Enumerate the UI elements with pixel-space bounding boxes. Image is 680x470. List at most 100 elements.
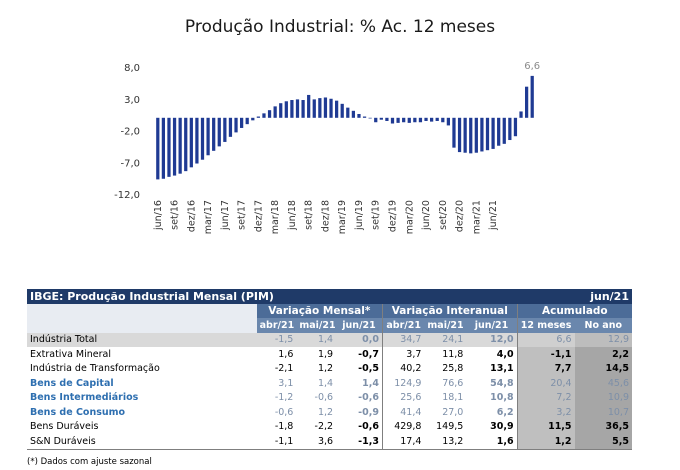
subheader-cell: mai/21 bbox=[296, 318, 337, 333]
row-label: Bens Duráveis bbox=[30, 421, 99, 433]
chart-bar bbox=[474, 117, 478, 153]
table-cell: 17,4 bbox=[381, 434, 425, 450]
chart-bar bbox=[301, 100, 305, 118]
chart-bar bbox=[480, 117, 484, 152]
row-label: Indústria Total bbox=[27, 332, 257, 347]
chart-bar bbox=[172, 117, 177, 176]
table-cell: 12,0 bbox=[466, 332, 518, 347]
x-tick-label: mar/17 bbox=[203, 200, 214, 234]
x-tick-label: mar/20 bbox=[404, 200, 415, 234]
table-cell: -1,5 bbox=[256, 332, 297, 347]
table-period: jun/21 bbox=[466, 289, 632, 304]
table-cell: 1,9 bbox=[317, 348, 334, 360]
chart-bar bbox=[463, 117, 467, 153]
table-cell: 13,2 bbox=[424, 434, 467, 450]
y-tick-label: 3,0 bbox=[124, 95, 140, 106]
table-cell: -0,6 bbox=[314, 392, 334, 404]
chart-bar bbox=[156, 117, 160, 180]
chart-bar bbox=[189, 117, 193, 168]
chart-bar bbox=[256, 116, 261, 118]
chart-bar bbox=[357, 113, 361, 118]
chart-bar bbox=[424, 117, 428, 121]
chart-bar bbox=[212, 117, 216, 151]
table-cell: 13,1 bbox=[490, 363, 514, 375]
chart-bar bbox=[452, 117, 456, 148]
chart-bar bbox=[346, 107, 350, 118]
x-tick-label: jun/20 bbox=[421, 200, 432, 231]
table-cell: 54,8 bbox=[490, 377, 514, 389]
chart-bar bbox=[200, 117, 205, 160]
table-cell: 6,2 bbox=[496, 406, 514, 418]
chart-bar bbox=[485, 117, 490, 151]
table-cell: 1,6 bbox=[278, 348, 294, 360]
table-cell: -0,6 bbox=[274, 406, 294, 418]
chart-bar bbox=[457, 117, 462, 153]
table-cell: 2,2 bbox=[574, 347, 632, 362]
table-cell: 11,5 bbox=[516, 419, 575, 434]
table-cell: 36,5 bbox=[574, 419, 632, 434]
chart-bar bbox=[178, 117, 182, 174]
chart-bar bbox=[295, 99, 300, 118]
row-label: Indústria de Transformação bbox=[30, 363, 160, 375]
chart-bar bbox=[446, 117, 451, 126]
table-cell: -0,9 bbox=[358, 406, 379, 418]
chart-bar bbox=[329, 98, 333, 118]
x-tick-label: set/17 bbox=[237, 200, 248, 230]
table-cell: 6,6 bbox=[516, 332, 575, 347]
table-cell: 0,0 bbox=[336, 332, 383, 347]
table-cell: 14,5 bbox=[574, 361, 632, 376]
table-cell: 10,7 bbox=[574, 405, 632, 420]
chart-bar bbox=[519, 111, 523, 118]
x-tick-label: set/18 bbox=[304, 200, 315, 230]
chart-title: Produção Industrial: % Ac. 12 meses bbox=[184, 17, 496, 37]
chart-bar bbox=[267, 110, 272, 118]
table-cell: 34,7 bbox=[381, 332, 425, 347]
table-cell: 1,2 bbox=[317, 406, 334, 418]
table-row: Bens de Consumo -0,6 1,2 -0,9 41,4 27,0 6,2 3,2… bbox=[27, 405, 632, 420]
chart-bar bbox=[318, 98, 322, 118]
x-tick-label: mar/18 bbox=[270, 200, 281, 234]
subheader-cell: 12 meses bbox=[516, 318, 575, 333]
table-row: Indústria de Transformação -2,1 1,2 -0,5 40,… bbox=[27, 361, 632, 376]
table-cell: 24,1 bbox=[424, 332, 467, 347]
table-cell: -1,2 bbox=[274, 392, 294, 404]
table-cell: 1,2 bbox=[516, 434, 575, 450]
table-cell: 3,6 bbox=[296, 434, 337, 450]
table-row: Bens Duráveis -1,8 -2,2 -0,6 429,8 149,5 30,9 1… bbox=[27, 419, 632, 434]
table-cell: 18,1 bbox=[442, 392, 464, 404]
table-title-row: IBGE: Produção Industrial Mensal (PIM) j… bbox=[27, 289, 632, 304]
chart-bar bbox=[429, 117, 434, 122]
table-group-header: Variação Mensal* Variação Interanual Acu… bbox=[27, 303, 632, 318]
group-variacao-interanual: Variação Interanual bbox=[381, 303, 518, 318]
y-tick-label: 8,0 bbox=[124, 63, 140, 74]
chart-bar bbox=[530, 75, 534, 118]
table-cell: 1,2 bbox=[317, 363, 334, 375]
table-row: Extrativa Mineral 1,6 1,9 -0,7 3,7 11,8 4,0 -1,… bbox=[27, 347, 632, 362]
chart-bar bbox=[234, 117, 238, 133]
subheader-cell: mai/21 bbox=[424, 318, 467, 333]
chart-bar bbox=[508, 117, 512, 141]
table-cell: 10,9 bbox=[574, 390, 632, 405]
chart-bar bbox=[497, 117, 501, 146]
chart-bar bbox=[262, 113, 266, 118]
table-cell: -0,7 bbox=[358, 348, 379, 360]
x-tick-label: set/19 bbox=[371, 200, 382, 230]
chart-bar bbox=[284, 101, 288, 118]
table-cell: 3,1 bbox=[278, 377, 294, 389]
chart-bar bbox=[513, 117, 518, 137]
chart-bar bbox=[374, 117, 378, 123]
chart-bar bbox=[524, 86, 529, 118]
chart-bar bbox=[251, 117, 255, 121]
chart-bar bbox=[368, 117, 372, 119]
table-cell: 25,6 bbox=[381, 390, 425, 405]
table-cell: -1,1 bbox=[256, 434, 297, 450]
subheader-cell: jun/21 bbox=[466, 318, 518, 333]
row-label: Extrativa Mineral bbox=[30, 348, 111, 360]
table-cell: 7,2 bbox=[516, 390, 575, 405]
chart-bar bbox=[351, 110, 356, 118]
x-tick-label: mar/19 bbox=[337, 200, 348, 234]
chart-bar bbox=[323, 97, 328, 118]
table-cell: 12,9 bbox=[574, 332, 632, 347]
table-cell: 11,8 bbox=[442, 348, 464, 360]
table-row: S&N Duráveis -1,1 3,6 -1,3 17,4 13,2 1,6 1,2 5,5 bbox=[27, 434, 632, 450]
